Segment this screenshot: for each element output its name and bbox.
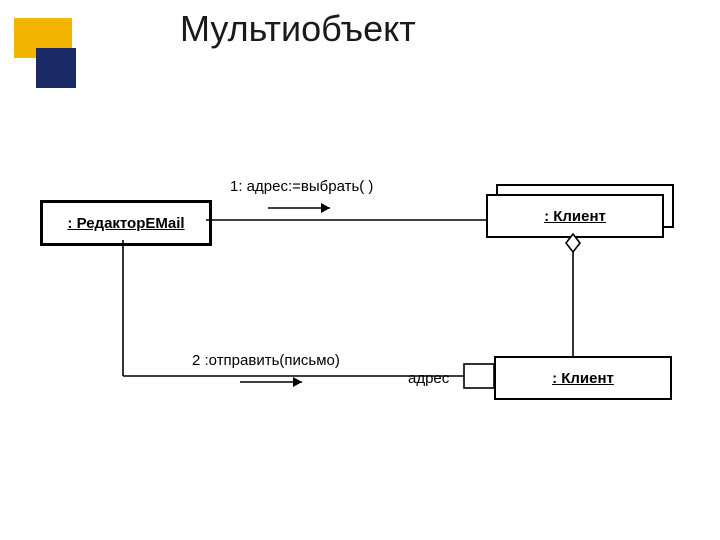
object-client-single-label: : Клиент: [552, 370, 614, 387]
message-2-label: 2 :отправить(письмо): [192, 352, 340, 369]
object-client-single: : Клиент: [494, 356, 672, 400]
decor-navy: [36, 48, 76, 88]
object-editor-email: : РедакторЕMail: [40, 200, 212, 246]
object-client-multi-label: : Клиент: [544, 208, 606, 225]
slide-title: Мультиобъект: [180, 8, 416, 50]
object-client-multi-front: : Клиент: [486, 194, 664, 238]
object-editor-label: : РедакторЕMail: [67, 215, 184, 232]
diagram-lines: [0, 0, 720, 540]
message-1-label: 1: адрес:=выбрать( ): [230, 178, 373, 195]
qualifier-label: адрес: [408, 370, 449, 387]
